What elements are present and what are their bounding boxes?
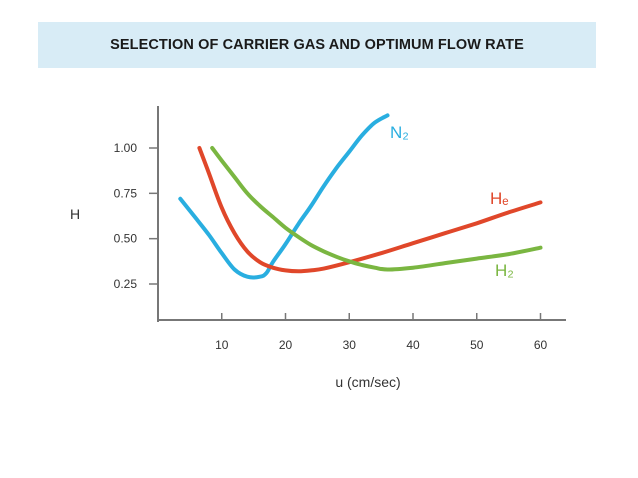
chart-axes	[157, 106, 566, 322]
series-line-2	[197, 146, 543, 274]
y-tick-label: 0.75	[114, 186, 138, 200]
x-tick-label: 30	[343, 338, 357, 352]
x-tick-label: 10	[215, 338, 229, 352]
chart-series	[178, 113, 543, 280]
chart-ticks: 10 20 30 40 50 60 0.25 0.50 0.75 1.00	[114, 141, 548, 352]
y-tick-label: 0.50	[114, 232, 138, 246]
x-axis-label: u (cm/sec)	[335, 374, 400, 390]
y-axis-label: H	[70, 206, 80, 222]
series-line-3	[210, 146, 543, 272]
slide-title: SELECTION OF CARRIER GAS AND OPTIMUM FLO…	[110, 37, 524, 53]
series-label-2: Hₑ	[490, 189, 509, 208]
series-label-1: N₂	[390, 123, 409, 142]
x-tick-label: 60	[534, 338, 548, 352]
x-tick-label: 50	[470, 338, 484, 352]
x-tick-label: 40	[406, 338, 420, 352]
y-tick-label: 1.00	[114, 141, 138, 155]
series-label-3: H₂	[495, 261, 514, 280]
chart-series-labels: N₂ Hₑ H₂	[390, 123, 514, 280]
y-tick-label: 0.25	[114, 277, 138, 291]
slide-title-bar: SELECTION OF CARRIER GAS AND OPTIMUM FLO…	[38, 22, 596, 68]
series-line-1	[178, 113, 390, 280]
x-tick-label: 20	[279, 338, 293, 352]
